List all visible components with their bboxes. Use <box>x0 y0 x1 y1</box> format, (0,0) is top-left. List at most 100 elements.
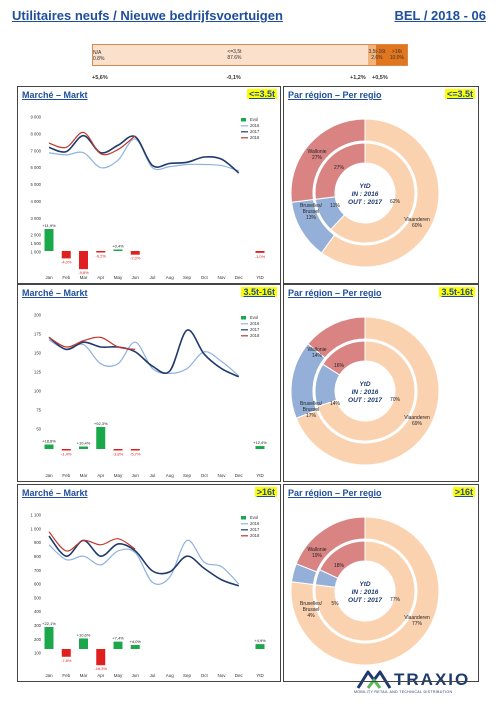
legend-label: 2016 <box>250 123 260 128</box>
evol-bar-ytd <box>255 251 265 253</box>
region-panel: Par région – Per regio <=3.5t Wallonie 27% B… <box>283 86 479 284</box>
region-donut: Wallonie 19% Bruxelles/Brussel 4% Vlaanderen… <box>290 516 440 666</box>
evol-bar <box>113 249 123 251</box>
x-tick-label: Aug <box>166 275 175 280</box>
evol-bar <box>61 251 71 259</box>
segment-label: >16t 10.0% <box>389 49 404 61</box>
legend-label: 2017 <box>250 129 260 134</box>
donut-center-text: YtD <box>359 183 371 190</box>
evol-bar <box>113 641 123 649</box>
legend-swatch <box>241 516 246 520</box>
donut-center-text: YtD <box>359 381 371 388</box>
region-panel-title: Par région – Per regio <box>288 488 382 498</box>
y-tick-label: 1 000 <box>31 250 42 255</box>
donut-center-text: OUT : 2017 <box>348 597 382 604</box>
segment-label: N/A 0.8% <box>93 50 105 62</box>
segment-badge: 3.5t-16t <box>241 287 277 297</box>
x-tick-label: YtD <box>256 473 264 478</box>
x-tick-label: Apr <box>97 473 105 478</box>
evol-label: +4,0% <box>130 639 142 644</box>
x-tick-label: Sep <box>183 473 192 478</box>
evol-bar-ytd <box>255 644 265 649</box>
outer-slice <box>290 118 366 203</box>
y-tick-label: 200 <box>34 313 42 318</box>
y-tick-label: 4 000 <box>31 199 42 204</box>
region-label: Vlaanderen 69% <box>404 415 430 427</box>
legend-label: Evol <box>250 515 258 520</box>
logo-name: TRAXIO <box>394 670 471 689</box>
page-title: Utilitaires neufs / Nieuwe bedrijfsvoert… <box>12 8 283 23</box>
evol-bar <box>61 449 71 451</box>
evol-bar <box>130 645 140 649</box>
y-tick-label: 9 000 <box>31 115 42 120</box>
y-tick-label: 200 <box>34 637 42 642</box>
segment-1 <box>96 45 369 65</box>
evol-bar <box>130 251 140 255</box>
y-tick-label: 400 <box>34 609 42 614</box>
x-tick-label: Jul <box>150 673 156 678</box>
x-tick-label: Aug <box>166 473 175 478</box>
y-tick-label: 500 <box>34 595 42 600</box>
segment-badge: >16t <box>452 487 475 497</box>
x-tick-label: Jul <box>150 275 156 280</box>
x-tick-label: Apr <box>97 275 105 280</box>
x-tick-label: Nov <box>217 275 226 280</box>
region-panel-title: Par région – Per regio <box>288 288 382 298</box>
x-tick-label: Oct <box>201 473 209 478</box>
inner-slice <box>330 142 416 244</box>
series-line-2016 <box>48 339 240 377</box>
evol-label: -7,8% <box>61 658 72 663</box>
segment-evol: +5,6% <box>92 75 108 81</box>
evol-label: +7,4% <box>112 636 124 641</box>
evol-label: -2,0% <box>130 256 141 261</box>
segment-3 <box>376 45 407 65</box>
legend-label: 2017 <box>250 327 260 332</box>
y-tick-label: 2 000 <box>31 233 42 238</box>
x-tick-label: Mar <box>80 275 88 280</box>
legend-swatch <box>241 118 246 122</box>
x-tick-label: YtD <box>256 673 264 678</box>
inner-slice-label: 70% <box>390 397 401 403</box>
segment-badge: <=3.5t <box>444 89 475 99</box>
x-tick-label: Sep <box>183 673 192 678</box>
evol-label-ytd: +4,9% <box>254 638 266 643</box>
x-tick-label: Jan <box>45 473 53 478</box>
segment-2 <box>368 45 377 65</box>
y-tick-label: 125 <box>34 370 42 375</box>
y-tick-label: 3 000 <box>31 216 42 221</box>
segment-label: 3,5t-16t 2.6% <box>368 49 386 61</box>
evol-bar <box>96 427 106 449</box>
market-chart: 50 75 100 125 150 175 200 Jan Feb Mar Apr May Jun Jul… <box>34 313 267 479</box>
series-line-2016 <box>48 138 239 172</box>
x-tick-label: Feb <box>62 673 70 678</box>
series-line-2016 <box>48 539 240 585</box>
x-tick-label: Apr <box>97 673 105 678</box>
inner-slice-label: 27% <box>334 165 345 171</box>
y-tick-label: 175 <box>34 332 42 337</box>
evol-label: +22,1% <box>42 621 56 626</box>
region-label: Bruxelles/Brussel 17% <box>300 401 323 419</box>
region-label: Wallonie 27% <box>308 149 327 161</box>
evol-label: +0,4% <box>112 244 124 249</box>
evol-label: +18,8% <box>42 439 56 444</box>
region-label: Bruxelles/Brussel 13% <box>300 203 323 221</box>
outer-slice <box>307 316 366 359</box>
evol-bar <box>96 649 106 666</box>
inner-slice-label: 62% <box>390 199 401 205</box>
donut-center-text: IN : 2016 <box>352 389 379 396</box>
x-tick-label: YtD <box>256 275 264 280</box>
x-tick-label: Jun <box>132 673 140 678</box>
inner-slice <box>316 340 416 442</box>
evol-bar <box>44 444 54 449</box>
y-tick-label: 900 <box>34 540 42 545</box>
segment-bar <box>92 44 408 66</box>
x-tick-label: Feb <box>62 275 70 280</box>
donut-center-text: OUT : 2017 <box>348 397 382 404</box>
x-tick-label: Mar <box>80 473 88 478</box>
donut-center-text: YtD <box>359 581 371 588</box>
market-panel: Marché – Markt <=3.5t 1 000 1 500 2 000 3 000… <box>17 86 281 284</box>
evol-label: -3,8% <box>113 452 124 457</box>
outer-slice <box>295 316 440 466</box>
x-tick-label: Jul <box>150 473 156 478</box>
series-line-2017 <box>48 134 240 174</box>
